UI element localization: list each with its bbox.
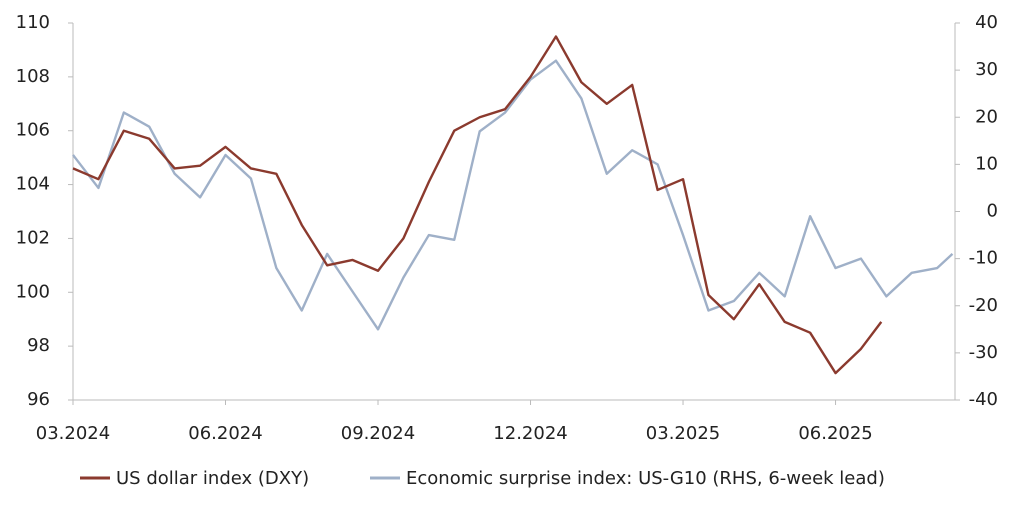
series-line (72, 59, 954, 331)
y2-tick-label: -30 (969, 342, 998, 363)
y-tick-label: 104 (16, 174, 50, 195)
y2-tick-label: 10 (975, 153, 998, 174)
y2-tick-label: 40 (975, 12, 998, 33)
y2-tick-label: -20 (969, 295, 998, 316)
y2-tick-label: -10 (969, 248, 998, 269)
x-tick-label: 06.2024 (188, 423, 262, 444)
legend-label: Economic surprise index: US-G10 (RHS, 6-… (406, 468, 885, 489)
y-tick-label: 106 (16, 120, 50, 141)
y2-tick-label: 30 (975, 59, 998, 80)
y-tick-label: 96 (27, 389, 50, 410)
y2-tick-label: 0 (987, 201, 998, 222)
y2-tick-label: 20 (975, 106, 998, 127)
series-line (72, 35, 883, 375)
y-tick-label: 102 (16, 227, 50, 248)
x-tick-label: 09.2024 (341, 423, 415, 444)
y-tick-label: 110 (16, 12, 50, 33)
x-tick-label: 03.2025 (646, 423, 720, 444)
legend-label: US dollar index (DXY) (116, 468, 309, 489)
x-tick-label: 03.2024 (36, 423, 110, 444)
x-tick-label: 06.2025 (798, 423, 872, 444)
y-tick-label: 100 (16, 281, 50, 302)
y-tick-label: 108 (16, 66, 50, 87)
y2-tick-label: -40 (969, 389, 998, 410)
y-tick-label: 98 (27, 335, 50, 356)
x-tick-label: 12.2024 (493, 423, 567, 444)
